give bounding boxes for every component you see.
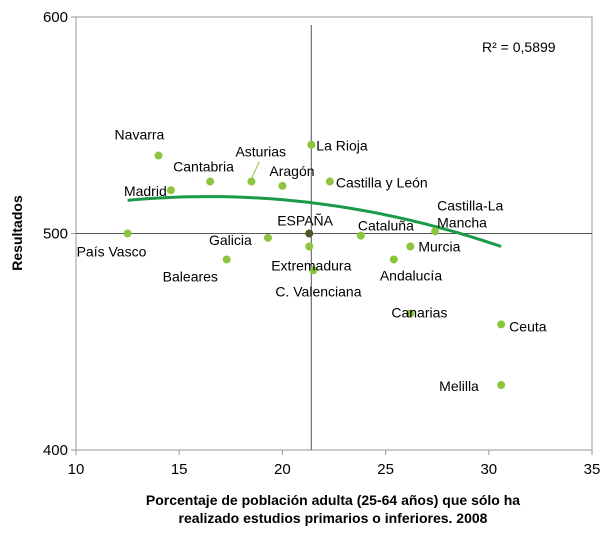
x-tick-label: 15 bbox=[171, 461, 188, 478]
data-point bbox=[247, 177, 256, 186]
y-tick-label: 600 bbox=[43, 9, 68, 26]
point-label: Navarra bbox=[115, 127, 165, 143]
point-label: C. Valenciana bbox=[275, 283, 361, 299]
point-label-line: Galicia bbox=[209, 232, 252, 248]
point-label: Extremadura bbox=[271, 257, 351, 273]
point-label: Cantabria bbox=[173, 159, 234, 175]
point-label: Madrid bbox=[124, 183, 167, 199]
y-tick-label: 500 bbox=[43, 226, 68, 243]
point-label-line: Mancha bbox=[437, 214, 487, 230]
data-point bbox=[154, 151, 163, 160]
point-label: Castilla y León bbox=[336, 175, 428, 191]
point-label: Cataluña bbox=[358, 218, 414, 234]
point-label: Aragón bbox=[269, 163, 314, 179]
point-label: Andalucía bbox=[380, 267, 442, 283]
point-label-line: Andalucía bbox=[380, 267, 442, 283]
point-label-line: País Vasco bbox=[77, 244, 147, 260]
point-label-line: Aragón bbox=[269, 163, 314, 179]
point-label-line: Extremadura bbox=[271, 257, 351, 273]
data-point bbox=[309, 266, 318, 275]
point-label-line: ESPAÑA bbox=[277, 213, 333, 229]
point-label-line: Cantabria bbox=[173, 159, 234, 175]
label-leader-line bbox=[250, 161, 260, 179]
x-tick-label: 25 bbox=[377, 461, 394, 478]
point-label: Asturias bbox=[235, 144, 286, 160]
point-label-line: Baleares bbox=[163, 268, 218, 284]
data-point bbox=[307, 140, 316, 149]
x-axis-title-line-1: Porcentaje de población adulta (25-64 añ… bbox=[146, 492, 520, 508]
point-label-line: Madrid bbox=[124, 183, 167, 199]
point-label: Castilla-La Mancha bbox=[437, 197, 503, 230]
point-label-line: La Rioja bbox=[316, 138, 368, 154]
data-point bbox=[222, 255, 231, 264]
y-tick-label: 400 bbox=[43, 442, 68, 459]
y-axis-title: Resultados bbox=[9, 195, 25, 271]
x-tick-label: 35 bbox=[584, 461, 601, 478]
x-axis-title-line-2: realizado estudios primarios o inferiore… bbox=[179, 510, 488, 526]
point-label: ESPAÑA bbox=[277, 213, 333, 229]
trendline bbox=[127, 195, 502, 248]
point-label-line: C. Valenciana bbox=[275, 283, 361, 299]
point-label-line: Murcia bbox=[418, 238, 460, 254]
point-label: Galicia bbox=[209, 232, 252, 248]
point-label-line: Ceuta bbox=[509, 318, 547, 334]
point-label: País Vasco bbox=[77, 244, 147, 260]
point-label-line: Castilla-La bbox=[437, 197, 503, 213]
data-point bbox=[166, 186, 175, 195]
data-point bbox=[406, 309, 415, 318]
x-tick-label: 30 bbox=[480, 461, 497, 478]
data-point bbox=[497, 381, 506, 390]
point-label: La Rioja bbox=[316, 138, 368, 154]
data-point bbox=[389, 255, 398, 264]
data-point bbox=[206, 177, 215, 186]
point-label: Melilla bbox=[439, 378, 479, 394]
data-point bbox=[305, 229, 314, 238]
data-point bbox=[497, 320, 506, 329]
point-label: Murcia bbox=[418, 238, 460, 254]
y-axis-ticks: 400 500 600 bbox=[43, 9, 76, 459]
data-point bbox=[431, 227, 440, 236]
point-label-line: Castilla y León bbox=[336, 175, 428, 191]
point-label-line: Cataluña bbox=[358, 218, 414, 234]
x-axis-ticks: 10 15 20 25 30 35 bbox=[68, 450, 601, 478]
x-tick-label: 10 bbox=[68, 461, 85, 478]
data-point bbox=[263, 233, 272, 242]
data-point bbox=[325, 177, 334, 186]
data-point bbox=[356, 231, 365, 240]
point-label-line: Navarra bbox=[115, 127, 165, 143]
data-point bbox=[406, 242, 415, 251]
data-point bbox=[278, 181, 287, 190]
r-squared-label: R² = 0,5899 bbox=[482, 39, 556, 55]
point-label: Ceuta bbox=[509, 318, 547, 334]
point-label-line: Melilla bbox=[439, 378, 479, 394]
point-label-line: Asturias bbox=[235, 144, 286, 160]
x-tick-label: 20 bbox=[274, 461, 291, 478]
data-point bbox=[123, 229, 132, 238]
data-points bbox=[123, 140, 506, 390]
point-label-line: Canarias bbox=[391, 305, 447, 321]
point-label: Baleares bbox=[163, 268, 218, 284]
data-point bbox=[305, 242, 314, 251]
point-label: Canarias bbox=[391, 305, 447, 321]
